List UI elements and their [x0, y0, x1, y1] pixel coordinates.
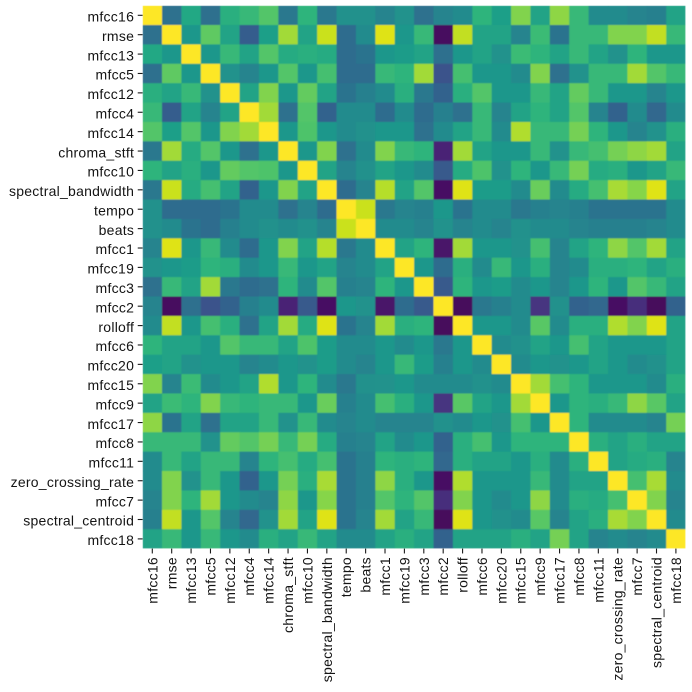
svg-text:mfcc13: mfcc13 — [88, 47, 135, 63]
svg-text:mfcc11: mfcc11 — [89, 455, 135, 471]
svg-text:mfcc5: mfcc5 — [202, 557, 218, 596]
svg-text:mfcc3: mfcc3 — [416, 557, 432, 596]
svg-text:mfcc20: mfcc20 — [493, 557, 509, 604]
svg-text:chroma_stft: chroma_stft — [280, 557, 296, 633]
svg-text:zero_crossing_rate: zero_crossing_rate — [610, 557, 626, 681]
svg-text:mfcc5: mfcc5 — [96, 67, 135, 83]
svg-text:mfcc8: mfcc8 — [96, 435, 135, 451]
svg-text:rolloff: rolloff — [98, 319, 134, 335]
svg-text:mfcc15: mfcc15 — [513, 557, 529, 604]
svg-text:mfcc13: mfcc13 — [183, 557, 199, 604]
svg-text:mfcc18: mfcc18 — [88, 532, 135, 548]
svg-text:mfcc14: mfcc14 — [261, 557, 277, 604]
svg-text:rmse: rmse — [164, 557, 180, 589]
svg-text:mfcc11: mfcc11 — [590, 557, 606, 603]
svg-text:mfcc10: mfcc10 — [88, 164, 135, 180]
svg-text:mfcc17: mfcc17 — [88, 416, 135, 432]
svg-text:spectral_centroid: spectral_centroid — [649, 557, 665, 668]
svg-text:mfcc2: mfcc2 — [435, 557, 451, 596]
svg-text:spectral_bandwidth: spectral_bandwidth — [9, 183, 134, 199]
svg-text:spectral_bandwidth: spectral_bandwidth — [319, 557, 335, 682]
svg-text:mfcc10: mfcc10 — [299, 557, 315, 604]
svg-text:mfcc9: mfcc9 — [532, 557, 548, 596]
svg-text:tempo: tempo — [338, 557, 354, 597]
svg-text:mfcc16: mfcc16 — [144, 557, 160, 604]
svg-text:mfcc14: mfcc14 — [88, 125, 135, 141]
svg-text:spectral_centroid: spectral_centroid — [23, 513, 134, 529]
svg-text:mfcc20: mfcc20 — [88, 358, 135, 374]
svg-text:mfcc4: mfcc4 — [96, 105, 135, 121]
svg-text:mfcc6: mfcc6 — [96, 338, 135, 354]
svg-text:mfcc9: mfcc9 — [96, 396, 135, 412]
svg-text:zero_crossing_rate: zero_crossing_rate — [11, 474, 135, 490]
svg-text:mfcc12: mfcc12 — [88, 86, 135, 102]
svg-text:rolloff: rolloff — [455, 557, 471, 593]
svg-text:mfcc6: mfcc6 — [474, 557, 490, 596]
svg-text:mfcc12: mfcc12 — [222, 557, 238, 604]
svg-text:mfcc16: mfcc16 — [88, 9, 135, 25]
svg-text:mfcc3: mfcc3 — [96, 280, 135, 296]
svg-text:mfcc1: mfcc1 — [377, 557, 393, 596]
svg-text:mfcc19: mfcc19 — [88, 261, 135, 277]
svg-text:tempo: tempo — [94, 202, 134, 218]
svg-text:mfcc7: mfcc7 — [96, 493, 135, 509]
svg-text:mfcc8: mfcc8 — [571, 557, 587, 596]
svg-text:beats: beats — [99, 222, 135, 238]
svg-text:mfcc15: mfcc15 — [88, 377, 135, 393]
svg-text:beats: beats — [358, 557, 374, 593]
svg-text:mfcc4: mfcc4 — [241, 557, 257, 596]
svg-text:mfcc19: mfcc19 — [396, 557, 412, 604]
svg-text:mfcc1: mfcc1 — [96, 241, 135, 257]
svg-text:chroma_stft: chroma_stft — [58, 144, 134, 160]
svg-text:mfcc17: mfcc17 — [552, 557, 568, 604]
svg-text:rmse: rmse — [102, 28, 134, 44]
svg-text:mfcc2: mfcc2 — [96, 299, 135, 315]
svg-text:mfcc7: mfcc7 — [629, 557, 645, 596]
svg-text:mfcc18: mfcc18 — [668, 557, 684, 604]
